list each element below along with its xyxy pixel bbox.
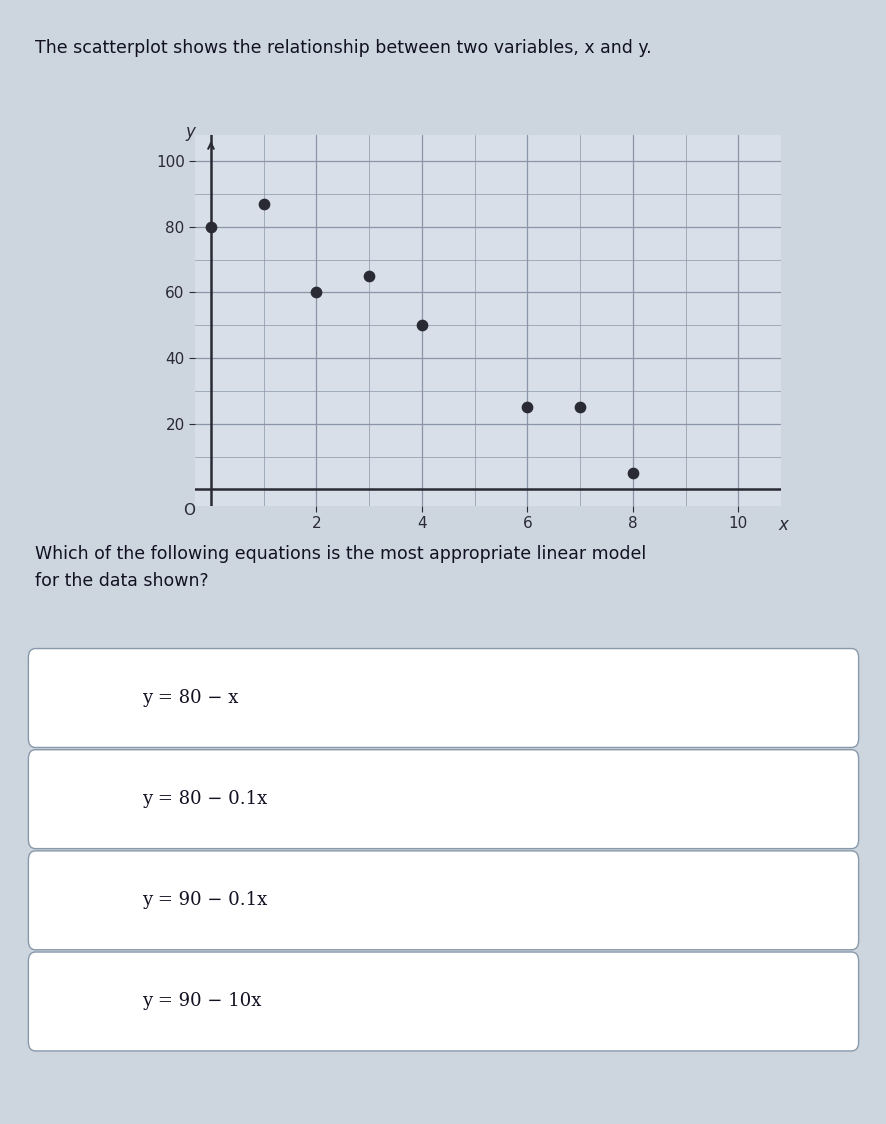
Text: A: A bbox=[79, 691, 89, 705]
Point bbox=[415, 316, 429, 334]
Circle shape bbox=[66, 872, 102, 928]
Point bbox=[520, 398, 534, 416]
Text: x: x bbox=[777, 516, 788, 534]
Circle shape bbox=[66, 973, 102, 1030]
Text: y = 80 − 0.1x: y = 80 − 0.1x bbox=[142, 790, 267, 808]
Point bbox=[309, 283, 323, 301]
Text: D: D bbox=[79, 995, 89, 1008]
Text: O: O bbox=[183, 502, 195, 517]
Circle shape bbox=[66, 670, 102, 726]
Point bbox=[572, 398, 587, 416]
Text: y = 80 − x: y = 80 − x bbox=[142, 689, 238, 707]
Text: y = 90 − 0.1x: y = 90 − 0.1x bbox=[142, 891, 267, 909]
Point bbox=[204, 218, 218, 236]
Text: C: C bbox=[79, 894, 89, 907]
Text: y: y bbox=[184, 124, 195, 142]
Text: y = 90 − 10x: y = 90 − 10x bbox=[142, 992, 261, 1010]
Text: B: B bbox=[79, 792, 89, 806]
Text: The scatterplot shows the relationship between two variables, x and y.: The scatterplot shows the relationship b… bbox=[35, 39, 651, 57]
Point bbox=[361, 268, 376, 285]
Circle shape bbox=[66, 771, 102, 827]
Text: Which of the following equations is the most appropriate linear model
for the da: Which of the following equations is the … bbox=[35, 545, 646, 590]
Point bbox=[256, 194, 270, 212]
Point bbox=[626, 464, 640, 482]
